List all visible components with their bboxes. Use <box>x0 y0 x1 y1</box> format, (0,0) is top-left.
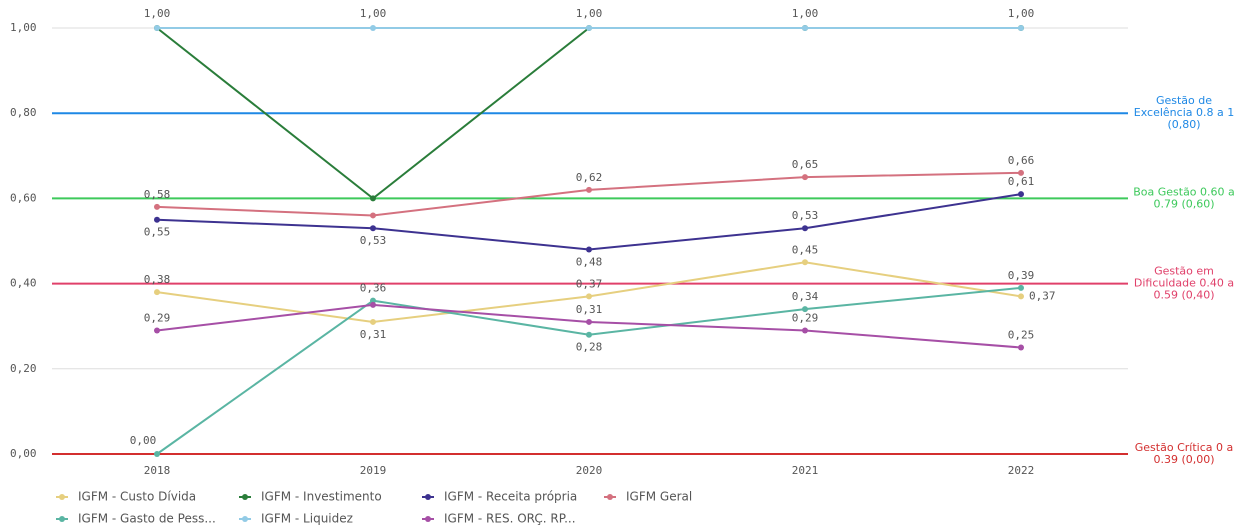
legend-swatch <box>607 494 613 500</box>
legend-label: IGFM - RES. ORÇ. RP... <box>444 512 576 526</box>
data-label: 0,25 <box>1008 329 1035 342</box>
point <box>1018 284 1024 291</box>
y-tick-label: 0,80 <box>10 106 37 119</box>
reference-label: 0.79 (0,60) <box>1153 197 1214 210</box>
data-label: 0,34 <box>792 290 819 303</box>
legend-label: IGFM - Investimento <box>261 490 382 504</box>
legend-label: IGFM - Gasto de Pess... <box>78 512 216 526</box>
point <box>586 186 592 193</box>
reference-label: Boa Gestão 0.60 a <box>1133 185 1235 198</box>
data-label: 0,65 <box>792 158 819 171</box>
point <box>154 451 160 457</box>
point <box>802 25 808 31</box>
reference-label: 0.39 (0,00) <box>1153 453 1214 466</box>
data-label: 1,00 <box>1008 7 1035 20</box>
data-label: 0,58 <box>144 188 171 201</box>
point <box>802 259 808 266</box>
point <box>1018 169 1024 176</box>
y-tick-label: 1,00 <box>10 21 37 34</box>
data-label: 0,53 <box>792 209 819 222</box>
series-line <box>156 193 1022 251</box>
point <box>1018 25 1024 31</box>
data-label: 1,00 <box>144 7 171 20</box>
legend-swatch <box>425 516 431 522</box>
legend-label: IGFM - Receita própria <box>444 490 577 504</box>
x-tick-label: 2022 <box>1008 464 1035 477</box>
point <box>154 25 160 31</box>
y-tick-label: 0,40 <box>10 277 37 290</box>
legend-swatch <box>242 516 248 522</box>
data-label: 0,31 <box>360 328 387 341</box>
point <box>154 289 160 296</box>
data-label: 1,00 <box>576 7 603 20</box>
point <box>370 318 376 325</box>
data-label: 0,37 <box>1029 289 1056 302</box>
point <box>1018 191 1024 198</box>
data-label: 0,62 <box>576 171 603 184</box>
data-label: 0,61 <box>1008 175 1035 188</box>
reference-label: Excelência 0.8 a 1 <box>1134 106 1234 119</box>
x-tick-label: 2020 <box>576 464 603 477</box>
x-tick-label: 2018 <box>144 464 171 477</box>
data-label: 0,28 <box>576 341 603 354</box>
legend-label: IGFM Geral <box>626 490 692 504</box>
x-tick-label: 2021 <box>792 464 819 477</box>
point <box>586 331 592 338</box>
data-label: 0,31 <box>576 303 603 316</box>
point <box>802 174 808 181</box>
point <box>586 293 592 300</box>
point <box>370 301 376 308</box>
data-label: 1,00 <box>792 7 819 20</box>
legend-label: IGFM - Custo Dívida <box>78 490 196 504</box>
reference-label: 0.59 (0,40) <box>1153 289 1214 302</box>
data-label: 0,66 <box>1008 154 1035 167</box>
point <box>1018 293 1024 300</box>
data-label: 0,38 <box>144 273 171 286</box>
point <box>370 195 376 202</box>
point <box>370 25 376 31</box>
data-label: 1,00 <box>360 7 387 20</box>
reference-label: Dificuldade 0.40 a <box>1134 277 1234 290</box>
point <box>154 216 160 223</box>
point <box>370 225 376 232</box>
y-tick-label: 0,00 <box>10 447 37 460</box>
point <box>802 306 808 313</box>
reference-label: Gestão em <box>1154 265 1214 278</box>
point <box>154 203 160 210</box>
point <box>154 327 160 334</box>
y-tick-label: 0,20 <box>10 362 37 375</box>
data-label: 0,53 <box>360 234 387 247</box>
legend-swatch <box>59 516 65 522</box>
legend-label: IGFM - Liquidez <box>261 512 353 526</box>
point <box>586 246 592 253</box>
data-label: 0,48 <box>576 256 603 269</box>
point <box>1018 344 1024 351</box>
point <box>586 25 592 31</box>
point <box>802 327 808 334</box>
data-label: 0,45 <box>792 243 819 256</box>
reference-label: Gestão de <box>1156 94 1212 107</box>
data-label: 0,29 <box>144 311 171 324</box>
point <box>802 225 808 232</box>
legend-swatch <box>425 494 431 500</box>
legend-swatch <box>59 494 65 500</box>
data-label: 0,55 <box>144 226 171 239</box>
data-label: 0,39 <box>1008 269 1035 282</box>
data-label: 0,00 <box>130 434 157 447</box>
reference-label: (0,80) <box>1167 118 1200 131</box>
legend-swatch <box>242 494 248 500</box>
point <box>586 318 592 325</box>
point <box>370 297 376 304</box>
data-label: 0,36 <box>360 282 387 295</box>
data-label: 0,37 <box>576 277 603 290</box>
data-label: 0,29 <box>792 311 819 324</box>
y-tick-label: 0,60 <box>10 191 37 204</box>
point <box>370 212 376 219</box>
reference-label: Gestão Crítica 0 a <box>1135 441 1233 454</box>
x-tick-label: 2019 <box>360 464 387 477</box>
